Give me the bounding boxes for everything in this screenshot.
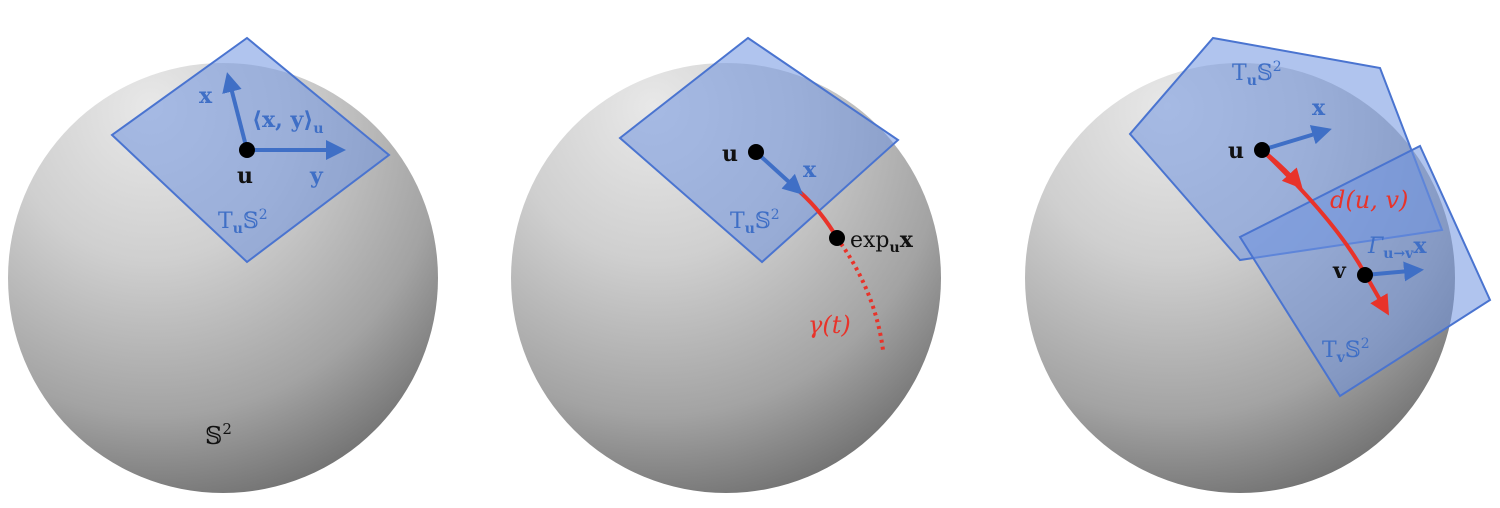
panel-inner-product: u x y ⟨x, y⟩u Tu𝕊2 𝕊2 [8,36,438,493]
tangent-space-label: Tu𝕊2 [730,207,780,237]
point-v-label: v [1332,258,1347,284]
vector-x-arrow [1261,125,1332,152]
point-u-label: u [1228,138,1244,164]
geodesic-label: γ(t) [808,311,851,339]
tangent-space-label: Tu𝕊2 [218,207,268,237]
vector-y-label: y [309,163,324,189]
vector-x-label: x [199,83,213,109]
tangent-space-u-label: Tu𝕊2 [1232,59,1282,89]
point-u-label: u [722,141,738,167]
distance-label: d(u, v) [1330,186,1408,214]
transport-label: Γu→vx [1367,233,1427,262]
point-exp [829,230,845,246]
point-u [748,144,764,160]
vector-x-arrow [754,150,803,195]
vector-x-label: x [1312,95,1326,121]
sphere-label: 𝕊2 [205,420,232,450]
point-v [1357,267,1373,283]
transported-vector-arrow [1364,261,1424,282]
point-u-label: u [237,163,253,189]
vector-x-arrow [222,72,249,151]
panel-parallel-transport: u v x Tu𝕊2 d(u, v) Γu→vx Tv𝕊2 [1025,36,1492,493]
point-u [1254,142,1270,158]
tangent-space-v-label: Tv𝕊2 [1322,336,1370,366]
geodesic-dotted [835,236,885,351]
point-u [239,142,255,158]
panel-exponential-map: u x Tu𝕊2 expux γ(t) [511,36,941,493]
exp-map-label: expux [850,227,914,256]
vector-x-label: x [803,157,817,183]
inner-product-label: ⟨x, y⟩u [252,107,324,137]
